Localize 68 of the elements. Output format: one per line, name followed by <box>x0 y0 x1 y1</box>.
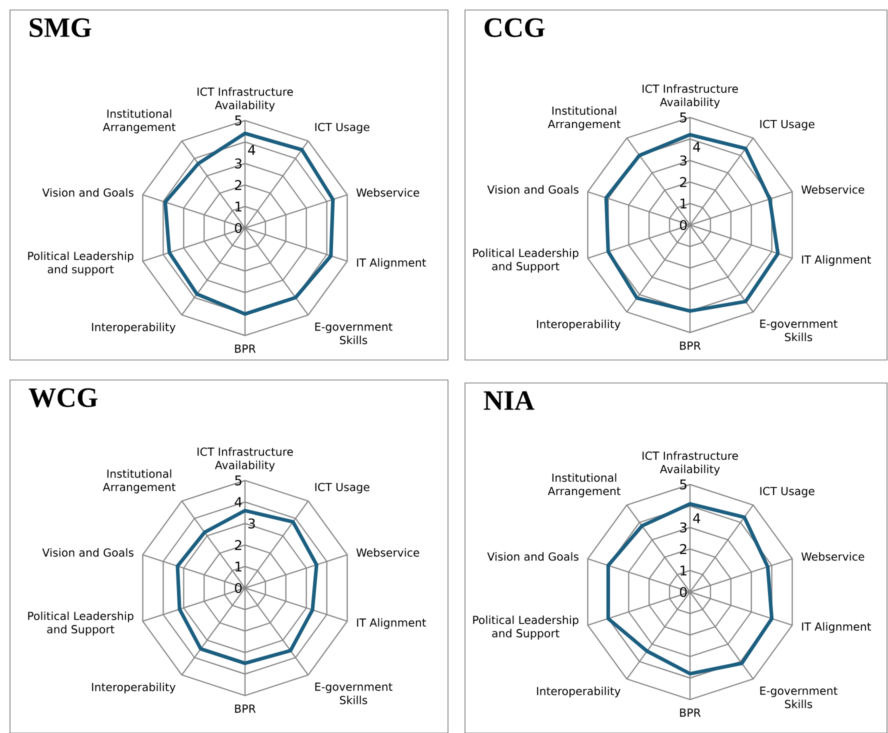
spoke-label: Interoperability <box>92 322 176 334</box>
spoke-label: Interoperability <box>537 686 620 698</box>
chart-title: CCG <box>484 18 545 37</box>
spoke-label: E-government Skills <box>760 319 838 342</box>
spoke-label: E-government Skills <box>760 686 838 708</box>
y-tick-label: 3 <box>235 158 242 168</box>
spoke-label: Institutional Arrangement <box>102 469 176 494</box>
y-tick-label: 5 <box>235 115 242 126</box>
spoke-label: ICT Infrastructure Availability <box>198 447 293 472</box>
spoke-label: BPR <box>235 344 256 352</box>
spoke-label: Webservice <box>801 552 864 561</box>
spoke-label: Vision and Goals <box>487 184 578 194</box>
y-tick-label: 5 <box>680 479 686 490</box>
spoke-label: E-government Skills <box>315 682 392 704</box>
y-tick-label: 2 <box>235 180 242 190</box>
y-tick-label: 1 <box>680 198 686 208</box>
y-tick-label: 5 <box>680 112 686 122</box>
y-tick-label: 4 <box>248 144 256 155</box>
chart-title: WCG <box>28 388 98 408</box>
y-tick-label: 2 <box>235 540 242 550</box>
spoke-label: BPR <box>680 341 701 350</box>
spoke-label: Political Leadership and support <box>28 251 134 276</box>
spoke-label: BPR <box>235 704 256 712</box>
spoke-label: Interoperability <box>92 682 176 694</box>
spoke-label: IT Alignment <box>802 254 871 266</box>
y-tick-label: 1 <box>236 561 242 572</box>
spoke-label: BPR <box>680 708 701 716</box>
chart-title: NIA <box>484 391 534 410</box>
spoke-label: Webservice <box>801 184 864 194</box>
spoke-label: IT Alignment <box>802 622 871 633</box>
y-tick-label: 3 <box>248 518 255 528</box>
spoke-label: Vision and Goals <box>42 188 134 197</box>
spoke-label: IT Alignment <box>357 258 426 269</box>
y-tick-label: 1 <box>680 565 686 576</box>
spoke-label: Institutional Arrangement <box>102 109 176 134</box>
spoke-label: Institutional Arrangement <box>548 473 621 498</box>
spoke-label: ICT Usage <box>315 482 370 494</box>
y-tick-label: 3 <box>680 155 687 166</box>
spoke-label: ICT Infrastructure Availability <box>642 451 738 476</box>
y-tick-label: 5 <box>235 475 242 486</box>
y-tick-label: 0 <box>680 220 687 230</box>
spoke-label: Webservice <box>356 188 420 197</box>
spoke-label: ICT Usage <box>760 120 814 130</box>
spoke-label: ICT Infrastructure Availability <box>642 84 738 108</box>
chart-title: SMG <box>30 18 92 37</box>
y-tick-label: 4 <box>234 496 242 507</box>
spoke-label: Vision and Goals <box>487 552 578 561</box>
y-tick-label: 3 <box>680 522 687 532</box>
y-tick-label: 4 <box>693 513 700 523</box>
y-tick-label: 0 <box>234 582 242 593</box>
spoke-label: E-government Skills <box>315 322 392 344</box>
y-tick-label: 2 <box>680 544 686 554</box>
spoke-label: Institutional Arrangement <box>548 106 621 130</box>
spoke-label: Interoperability <box>537 319 620 330</box>
spoke-label: ICT Usage <box>315 122 370 134</box>
spoke-label: Political Leadership and Support <box>473 615 578 640</box>
y-tick-label: 4 <box>693 142 700 152</box>
spoke-label: Webservice <box>356 548 420 557</box>
spoke-label: Political Leadership and Support <box>28 611 134 636</box>
y-tick-label: 2 <box>680 176 686 187</box>
spoke-label: Vision and Goals <box>42 548 134 557</box>
y-tick-label: 1 <box>236 201 242 212</box>
y-tick-label: 0 <box>234 222 242 233</box>
spoke-label: ICT Usage <box>760 486 814 498</box>
y-tick-label: 0 <box>680 586 687 597</box>
spoke-label: Political Leadership and Support <box>473 248 578 272</box>
spoke-label: IT Alignment <box>357 618 426 629</box>
spoke-label: ICT Infrastructure Availability <box>198 87 293 112</box>
